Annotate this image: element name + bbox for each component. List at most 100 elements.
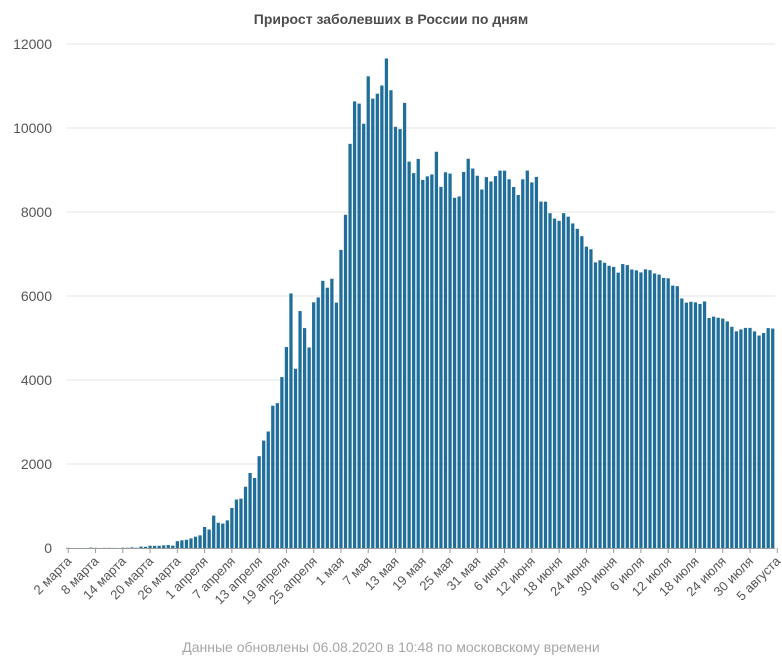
bar	[398, 129, 402, 548]
bar	[198, 535, 202, 548]
bar	[580, 236, 584, 548]
bar	[725, 321, 729, 548]
y-tick-label: 10000	[13, 120, 52, 136]
bar	[257, 456, 261, 548]
bar	[302, 328, 307, 548]
bar	[475, 175, 479, 548]
bar	[652, 273, 657, 548]
bar	[616, 272, 620, 548]
bar	[139, 546, 143, 548]
bar	[452, 197, 457, 549]
bar	[425, 176, 429, 548]
bar	[457, 196, 461, 549]
grid-lines	[66, 43, 775, 465]
bar	[212, 515, 216, 548]
bar	[339, 249, 343, 548]
bar	[721, 318, 725, 548]
bar	[221, 523, 225, 548]
bar	[507, 179, 511, 548]
bar	[202, 526, 207, 548]
bar	[530, 182, 534, 548]
bar	[648, 270, 652, 548]
bar	[234, 499, 239, 548]
bar	[207, 529, 211, 548]
bar	[407, 161, 411, 548]
bar	[384, 58, 389, 548]
bar	[730, 326, 734, 548]
footer-note: Данные обновлены 06.08.2020 в 10:48 по м…	[182, 639, 600, 655]
bar	[248, 472, 252, 548]
bar	[612, 266, 616, 548]
bar	[512, 187, 516, 548]
bar	[348, 143, 352, 548]
bar	[366, 76, 370, 549]
bar	[693, 302, 698, 548]
bar	[575, 228, 579, 549]
bar	[225, 520, 229, 548]
bar	[152, 545, 157, 548]
bar	[684, 302, 689, 548]
x-tick-label: 1 мая	[312, 554, 347, 589]
bar	[680, 298, 684, 548]
bar	[462, 172, 466, 548]
bar	[293, 368, 298, 548]
bar	[439, 186, 443, 548]
bar	[312, 302, 316, 548]
bar	[143, 546, 148, 548]
y-axis-ticks: 0 2000 4000 6000 8000 10000 12000	[13, 36, 52, 556]
bar	[343, 214, 348, 548]
bar	[252, 477, 257, 548]
bar	[280, 377, 284, 548]
bar	[275, 403, 279, 548]
bar	[662, 278, 666, 548]
bar	[266, 431, 270, 548]
bar	[625, 265, 629, 548]
bar	[448, 173, 452, 548]
bar	[707, 318, 711, 548]
bar	[375, 93, 379, 548]
bar	[416, 158, 420, 548]
bar	[502, 170, 507, 549]
bar	[284, 347, 289, 548]
bar	[639, 272, 643, 548]
y-tick-label: 4000	[21, 372, 52, 388]
bar	[766, 328, 770, 548]
bar	[243, 486, 248, 548]
bar	[380, 85, 384, 548]
bar	[757, 335, 761, 548]
chart-title: Прирост заболевших в России по дням	[253, 11, 529, 27]
y-tick-label: 6000	[21, 288, 52, 304]
bar	[657, 274, 661, 548]
bar	[548, 213, 552, 548]
bar	[484, 177, 489, 548]
bar	[443, 172, 448, 548]
bar	[371, 98, 375, 548]
bar	[630, 269, 634, 548]
bar	[643, 269, 648, 548]
bar	[430, 174, 434, 548]
bar	[534, 176, 539, 548]
bar	[748, 327, 752, 548]
bar	[702, 301, 707, 548]
bar	[584, 246, 589, 549]
bar	[239, 498, 243, 548]
bar	[607, 265, 611, 548]
bar	[330, 278, 334, 548]
bar	[289, 293, 293, 548]
bar	[743, 327, 748, 548]
bar	[480, 189, 484, 549]
bar	[271, 405, 275, 548]
bar	[493, 176, 498, 548]
bar	[193, 536, 198, 548]
bar	[189, 538, 193, 548]
bar	[712, 316, 716, 548]
bar	[525, 170, 529, 549]
bar	[489, 181, 493, 548]
bar	[516, 195, 520, 548]
bar	[466, 158, 470, 549]
bar	[666, 278, 670, 548]
bar	[362, 123, 366, 548]
bar	[689, 301, 693, 548]
bar	[734, 331, 738, 548]
